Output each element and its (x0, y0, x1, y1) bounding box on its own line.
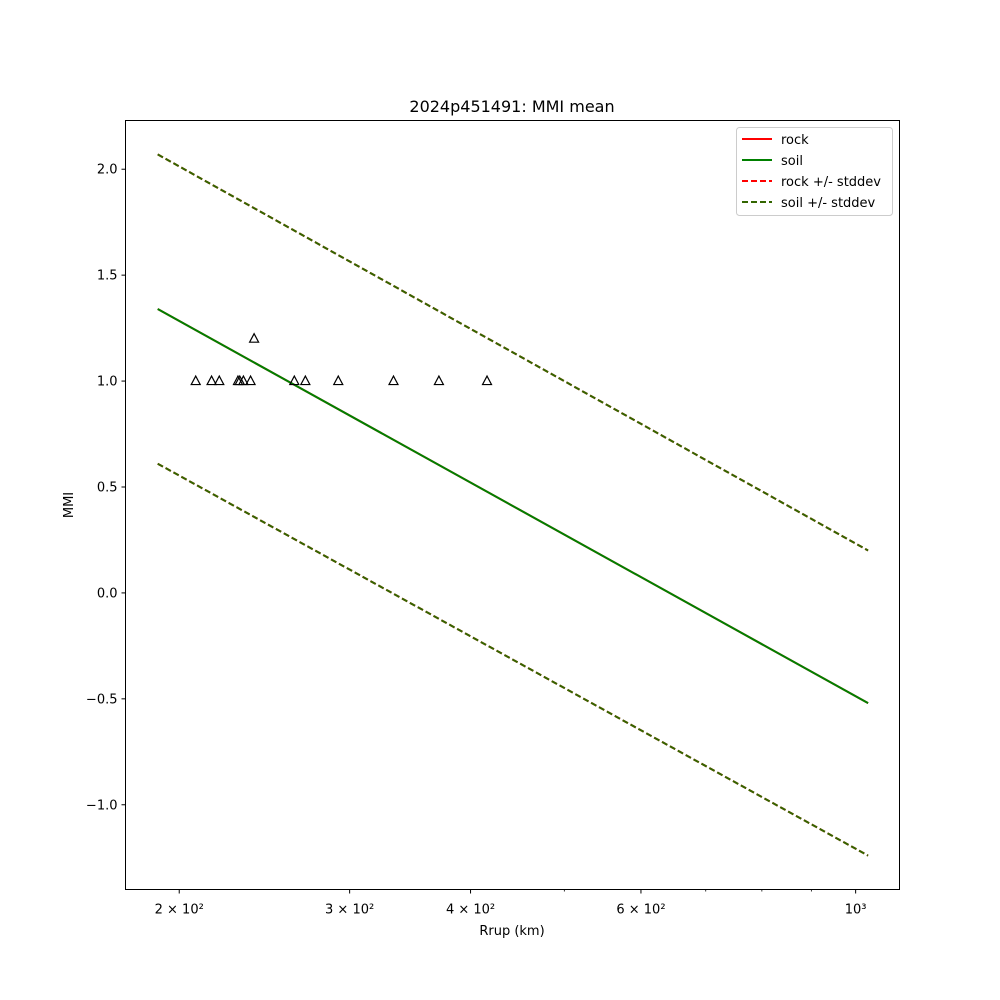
x-axis-label: Rrup (km) (479, 924, 544, 939)
observation-marker (288, 374, 300, 386)
y-tick-label: 1.0 (97, 375, 118, 390)
legend-label: soil +/- stddev (781, 196, 876, 211)
observation-marker (206, 374, 218, 386)
chart-title: 2024p451491: MMI mean (409, 97, 614, 116)
series-line-1 (157, 308, 869, 704)
observation-marker (332, 374, 344, 386)
observation-marker (387, 374, 399, 386)
legend-label: rock +/- stddev (781, 175, 881, 190)
x-tick-label: 10³ (845, 903, 867, 918)
observation-marker (248, 332, 260, 343)
observation-marker (433, 374, 445, 386)
observation-marker (213, 374, 225, 386)
y-tick-label: −1.0 (86, 798, 118, 813)
x-axis: 2 × 10² 3 × 10² 4 × 10² 6 × 10² 10³ (155, 889, 867, 918)
legend-frame (736, 127, 893, 216)
legend: rock soil rock +/- stddev soil +/- stddev (736, 127, 893, 216)
y-axis: −1.0 −0.5 0.0 0.5 1.0 1.5 2.0 (86, 163, 126, 813)
x-tick-label: 4 × 10² (446, 903, 495, 918)
y-tick-label: 0.5 (97, 480, 118, 495)
legend-label: soil (781, 154, 803, 169)
plot-lines (157, 153, 869, 857)
series-line-5 (157, 462, 869, 857)
x-tick-label: 6 × 10² (616, 903, 665, 918)
y-tick-label: 2.0 (97, 163, 118, 178)
observation-marker (237, 374, 249, 386)
y-tick-label: 0.0 (97, 586, 118, 601)
legend-label: rock (781, 133, 809, 148)
observation-marker (245, 374, 257, 386)
x-tick-label: 2 × 10² (155, 903, 204, 918)
y-tick-label: −0.5 (86, 692, 118, 707)
plot-frame (125, 120, 900, 890)
series-line-4 (157, 153, 869, 552)
y-tick-label: 1.5 (97, 269, 118, 284)
x-tick-label: 3 × 10² (325, 903, 374, 918)
observation-marker (299, 374, 311, 386)
observation-marker (190, 374, 202, 386)
observation-marker (481, 374, 493, 386)
y-axis-label: MMI (62, 492, 77, 518)
observation-markers (190, 332, 493, 386)
